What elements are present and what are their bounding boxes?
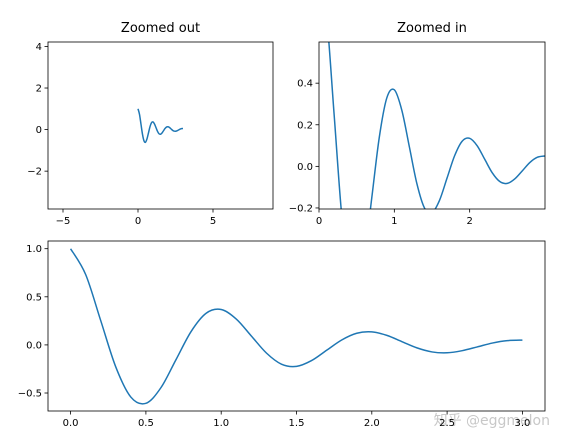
x-tick-label: 2 xyxy=(466,216,472,227)
x-tick-label: 1.5 xyxy=(289,418,305,429)
axes-title: Zoomed in xyxy=(397,21,467,36)
y-tick-label: 4 xyxy=(36,42,42,53)
y-tick-label: 2 xyxy=(36,84,42,95)
y-tick-label: 1.0 xyxy=(26,244,42,255)
x-tick-label: −5 xyxy=(56,216,71,227)
line xyxy=(69,248,523,405)
x-tick-label: 1 xyxy=(391,216,397,227)
y-tick-label: 0.0 xyxy=(297,162,313,173)
line xyxy=(137,108,184,144)
axes-frame xyxy=(47,240,546,412)
y-tick-label: −0.5 xyxy=(18,389,42,400)
axes-frame xyxy=(318,41,546,210)
x-tick-label: 2.0 xyxy=(364,418,380,429)
axes-frame xyxy=(47,41,274,210)
x-tick-label: 2.5 xyxy=(439,418,455,429)
y-tick-label: 0.4 xyxy=(297,79,313,90)
line xyxy=(328,42,545,209)
watermark: 知乎 @eggmelon xyxy=(434,412,550,429)
x-tick-label: 0.5 xyxy=(138,418,154,429)
x-tick-label: 5 xyxy=(210,216,216,227)
x-tick-label: 0.0 xyxy=(63,418,79,429)
y-tick-label: 0.2 xyxy=(297,120,313,131)
x-tick-label: 0 xyxy=(135,216,141,227)
y-tick-label: 0.0 xyxy=(26,340,42,351)
y-tick-label: 0 xyxy=(36,125,42,136)
x-tick-label: 0 xyxy=(316,216,322,227)
axes-title: Zoomed out xyxy=(121,21,200,36)
y-tick-label: −0.2 xyxy=(289,203,313,214)
x-tick-label: 3.0 xyxy=(514,418,530,429)
y-tick-label: 0.5 xyxy=(26,292,42,303)
y-tick-label: −2 xyxy=(27,167,42,178)
x-tick-label: 1.0 xyxy=(213,418,229,429)
